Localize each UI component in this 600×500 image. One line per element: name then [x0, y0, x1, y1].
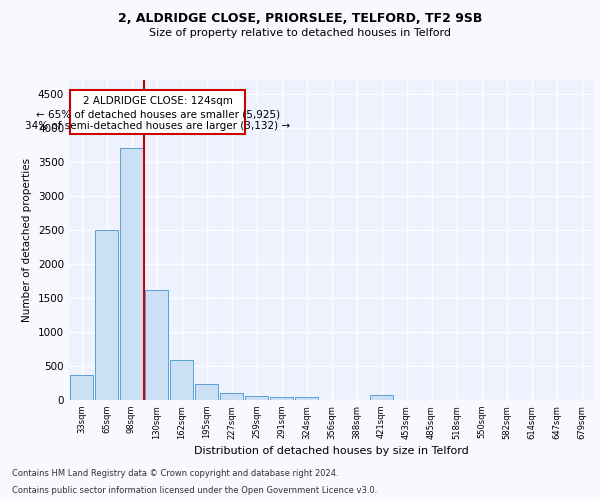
Bar [195, 384, 218, 400]
Text: Size of property relative to detached houses in Telford: Size of property relative to detached ho… [149, 28, 451, 38]
FancyBboxPatch shape [70, 90, 245, 134]
Text: 2 ALDRIDGE CLOSE: 124sqm: 2 ALDRIDGE CLOSE: 124sqm [83, 96, 233, 106]
Text: Contains HM Land Registry data © Crown copyright and database right 2024.: Contains HM Land Registry data © Crown c… [12, 468, 338, 477]
Bar [145, 290, 168, 400]
Text: 2, ALDRIDGE CLOSE, PRIORSLEE, TELFORD, TF2 9SB: 2, ALDRIDGE CLOSE, PRIORSLEE, TELFORD, T… [118, 12, 482, 26]
Text: ← 65% of detached houses are smaller (5,925): ← 65% of detached houses are smaller (5,… [35, 110, 280, 120]
Bar [270, 396, 293, 400]
X-axis label: Distribution of detached houses by size in Telford: Distribution of detached houses by size … [194, 446, 469, 456]
Text: Contains public sector information licensed under the Open Government Licence v3: Contains public sector information licen… [12, 486, 377, 495]
Bar [220, 392, 243, 400]
Bar [370, 395, 393, 400]
Y-axis label: Number of detached properties: Number of detached properties [22, 158, 32, 322]
Bar [170, 360, 193, 400]
Bar [295, 396, 318, 400]
Bar [70, 375, 93, 400]
Bar [95, 230, 118, 400]
Bar [120, 148, 143, 400]
Text: 34% of semi-detached houses are larger (3,132) →: 34% of semi-detached houses are larger (… [25, 121, 290, 131]
Bar [245, 396, 268, 400]
